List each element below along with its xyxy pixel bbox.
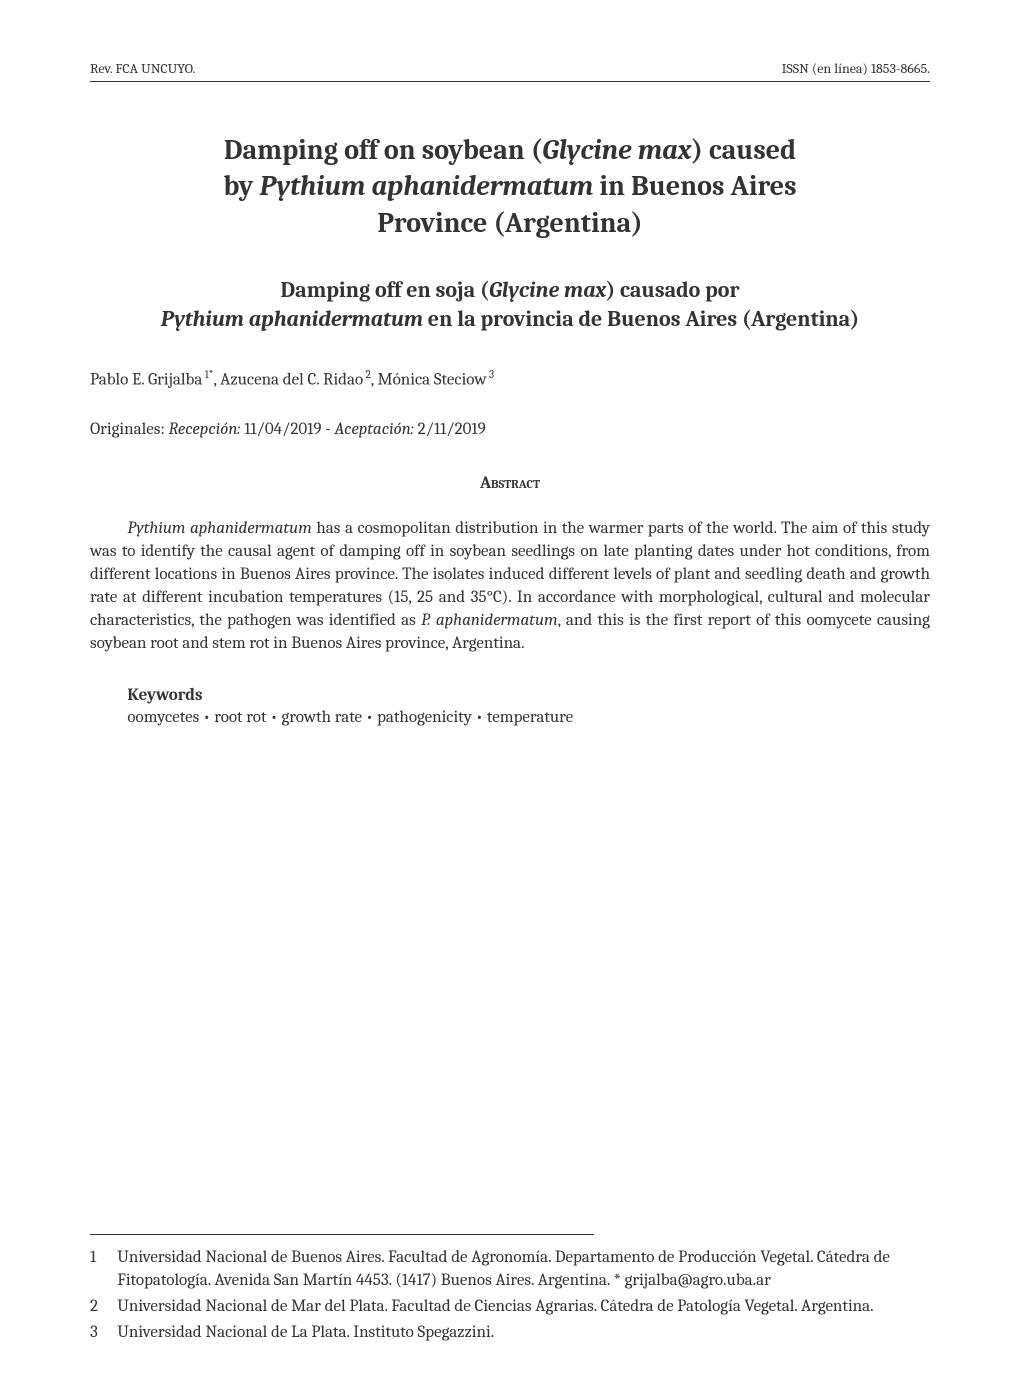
author-affil-marker: 1*: [202, 368, 213, 381]
title-text: by: [223, 170, 259, 202]
reception-label: Recepción:: [168, 420, 240, 439]
abstract-species: P. aphanidermatum: [421, 611, 558, 630]
keywords-heading: Keywords: [90, 686, 930, 705]
dates-label: Originales:: [90, 420, 168, 439]
affiliations-block: 1 Universidad Nacional de Buenos Aires. …: [90, 1234, 930, 1348]
title-text: in Buenos Aires: [593, 170, 796, 202]
abstract-species: Pythium aphanidermatum: [127, 519, 311, 538]
publication-dates: Originales: Recepción: 11/04/2019 - Acep…: [90, 420, 930, 439]
affiliation-text: Universidad Nacional de Mar del Plata. F…: [117, 1296, 930, 1319]
acceptance-label: Aceptación:: [335, 420, 414, 439]
affiliation-item: 2 Universidad Nacional de Mar del Plata.…: [90, 1296, 930, 1319]
affiliation-text: Universidad Nacional de La Plata. Instit…: [117, 1322, 930, 1345]
affiliation-text: Universidad Nacional de Buenos Aires. Fa…: [117, 1247, 930, 1293]
affiliation-number: 3: [90, 1322, 117, 1345]
author-name: Mónica Steciow: [378, 371, 487, 390]
article-title: Damping off on soybean (Glycine max) cau…: [90, 132, 930, 241]
subtitle-species: Pythium aphanidermatum: [161, 306, 423, 332]
affiliation-number: 2: [90, 1296, 117, 1319]
subtitle-text: Damping off en soja (: [281, 277, 489, 303]
keywords-list: oomycetes • root rot • growth rate • pat…: [90, 708, 930, 727]
affiliation-item: 1 Universidad Nacional de Buenos Aires. …: [90, 1247, 930, 1293]
abstract-heading: Abstract: [90, 474, 930, 493]
author-name: Pablo E. Grijalba: [90, 371, 202, 390]
author-list: Pablo E. Grijalba 1*, Azucena del C. Rid…: [90, 368, 930, 390]
affiliation-number: 1: [90, 1247, 117, 1293]
running-header: Rev. FCA UNCUYO. ISSN (en línea) 1853-86…: [90, 60, 930, 82]
author-affil-marker: 3: [487, 368, 495, 381]
article-subtitle: Damping off en soja (Glycine max) causad…: [90, 276, 930, 333]
subtitle-text: ) causado por: [606, 277, 739, 303]
reception-date: 11/04/2019 -: [241, 420, 335, 439]
affiliations-rule: [90, 1234, 594, 1235]
title-species: Pythium aphanidermatum: [260, 170, 594, 202]
title-text: Damping off on soybean (: [224, 134, 542, 166]
author-name: Azucena del C. Ridao: [220, 371, 363, 390]
journal-name: Rev. FCA UNCUYO.: [90, 60, 196, 77]
issn: ISSN (en línea) 1853-8665.: [782, 60, 930, 77]
title-species: Glycine max: [542, 134, 691, 166]
subtitle-text: en la provincia de Buenos Aires (Argenti…: [423, 306, 859, 332]
abstract-body: Pythium aphanidermatum has a cosmopolita…: [90, 518, 930, 656]
title-text: ) caused: [691, 134, 796, 166]
author-affil-marker: 2: [363, 368, 371, 381]
subtitle-species: Glycine max: [489, 277, 606, 303]
title-text: Province (Argentina): [377, 207, 642, 239]
affiliation-item: 3 Universidad Nacional de La Plata. Inst…: [90, 1322, 930, 1345]
acceptance-date: 2/11/2019: [414, 420, 486, 439]
